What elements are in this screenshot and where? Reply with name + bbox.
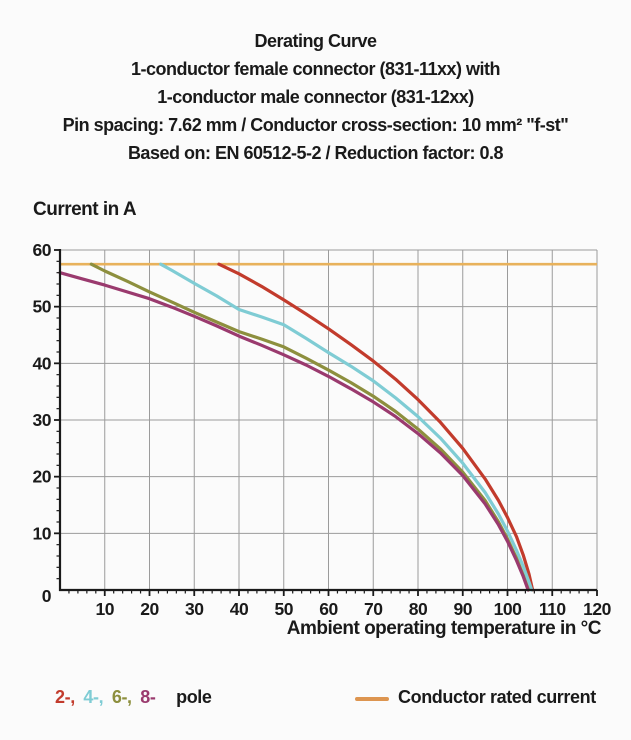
chart-subtitle-3: Pin spacing: 7.62 mm / Conductor cross-s… <box>62 115 569 135</box>
x-tick-label: 120 <box>583 599 611 619</box>
rated-current-line-icon <box>355 696 389 701</box>
legend-pole-4: 4-, <box>83 687 104 707</box>
x-tick-label: 50 <box>275 599 294 619</box>
y-tick-label: 0 <box>42 586 52 606</box>
curve-4-pole <box>159 262 534 592</box>
x-tick-label: 100 <box>494 599 522 619</box>
x-tick-label: 110 <box>539 599 566 619</box>
x-tick-label: 70 <box>364 599 383 619</box>
curve-8-pole <box>58 271 530 592</box>
legend-pole-entries: 2-, 4-, 6-, 8- pole <box>55 687 212 708</box>
x-tick-label: 20 <box>140 599 159 619</box>
legend: 2-, 4-, 6-, 8- pole Conductor rated curr… <box>0 684 631 714</box>
y-tick-label: 30 <box>33 410 52 430</box>
x-tick-label: 10 <box>96 599 115 619</box>
chart-title-block: Derating Curve 1-conductor female connec… <box>0 27 631 167</box>
x-tick-label: 40 <box>230 599 249 619</box>
y-axis-title: Current in A <box>33 199 137 220</box>
y-tick-label: 50 <box>33 297 52 317</box>
curve-2-pole <box>217 262 535 592</box>
chart-subtitle-2: 1-conductor male connector (831-12xx) <box>157 87 474 107</box>
x-tick-label: 30 <box>185 599 204 619</box>
y-tick-label: 40 <box>33 353 52 373</box>
legend-rated-current-label: Conductor rated current <box>398 687 596 707</box>
y-tick-label: 60 <box>33 240 52 260</box>
x-axis-title: Ambient operating temperature in °C <box>286 618 602 639</box>
x-tick-label: 90 <box>454 599 473 619</box>
x-tick-label: 60 <box>319 599 338 619</box>
chart-title: Derating Curve <box>254 31 377 51</box>
legend-pole-6: 6-, <box>111 687 132 707</box>
y-tick-label: 20 <box>33 467 52 487</box>
legend-rated-current: Conductor rated current <box>355 687 596 708</box>
legend-pole-8: 8- <box>140 687 156 707</box>
y-tick-label: 10 <box>33 523 52 543</box>
chart-subtitle-1: 1-conductor female connector (831-11xx) … <box>130 59 501 79</box>
chart-subtitle-4: Based on: EN 60512-5-2 / Reduction facto… <box>127 143 504 163</box>
x-tick-label: 80 <box>409 599 428 619</box>
legend-pole-word: pole <box>176 687 212 707</box>
legend-pole-2: 2-, <box>55 687 75 707</box>
